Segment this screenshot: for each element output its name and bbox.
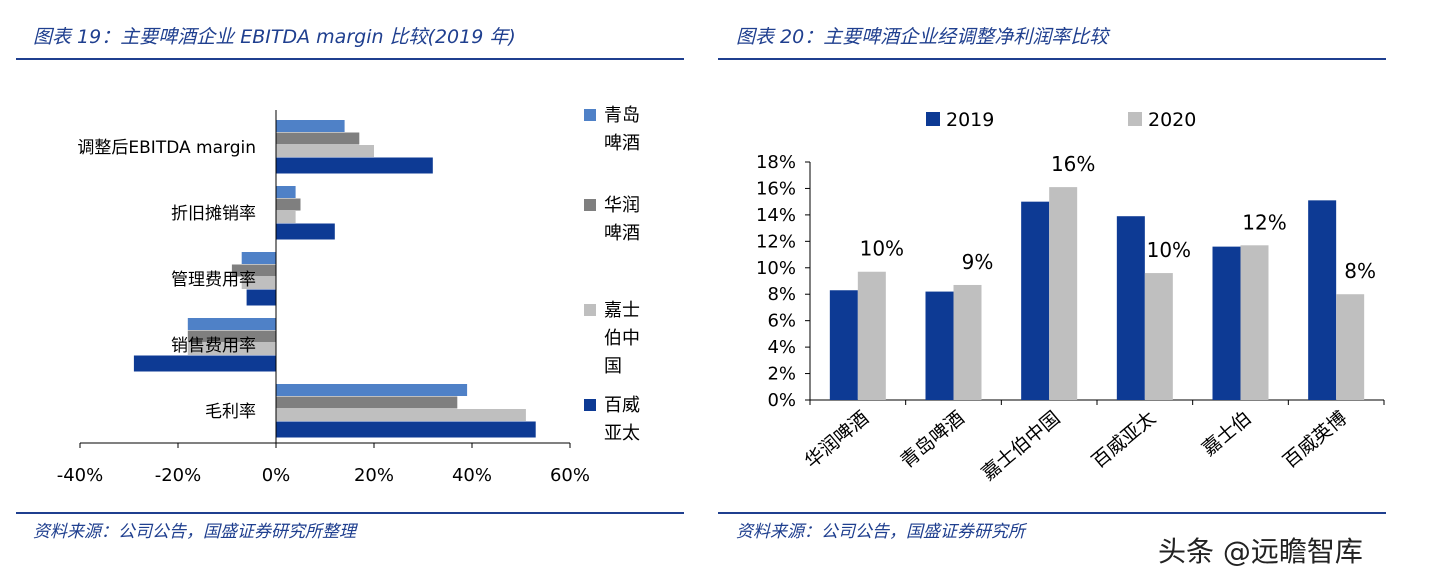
category-label: 嘉士伯中国 — [977, 407, 1064, 485]
right-title-rule — [718, 58, 1386, 60]
data-label: 8% — [1344, 259, 1376, 283]
right-source-rule — [718, 512, 1386, 514]
legend-swatch — [584, 109, 596, 121]
left-chart-title: 图表 19：主要啤酒企业 EBITDA margin 比较(2019 年) — [33, 26, 516, 48]
bar — [953, 284, 982, 400]
left-source-rule — [16, 512, 684, 514]
bar — [276, 120, 345, 132]
category-label: 折旧摊销率 — [171, 204, 256, 224]
legend-swatch — [584, 304, 596, 316]
bar — [133, 355, 276, 372]
bar — [276, 132, 360, 145]
category-label: 华润啤酒 — [801, 407, 873, 473]
y-tick-label: 2% — [767, 364, 796, 385]
right-chart-title: 图表 20：主要啤酒企业经调整净利润率比较 — [736, 26, 1109, 48]
legend-swatch — [1128, 112, 1142, 126]
x-tick-label: -40% — [57, 465, 104, 486]
bar — [187, 343, 276, 355]
bar — [276, 384, 468, 396]
y-tick-label: 6% — [767, 311, 796, 332]
data-label: 16% — [1051, 152, 1095, 176]
bar — [241, 277, 276, 289]
data-label: 10% — [1147, 238, 1191, 262]
bar — [1049, 187, 1078, 400]
y-tick-label: 10% — [756, 258, 796, 279]
y-tick-label: 4% — [767, 337, 796, 358]
bar — [187, 318, 276, 330]
bar — [231, 264, 276, 277]
bar — [1144, 273, 1173, 400]
legend-label: 青岛啤酒 — [604, 105, 640, 154]
right-bar-chart: 0% 2% 4% 6% 8% 10% 12% 14% 16% 18% 10% 华润啤酒 9% 青岛啤酒 16… — [756, 109, 1385, 485]
left-source-note: 资料来源：公司公告，国盛证券研究所整理 — [33, 522, 356, 542]
legend-label: 嘉士伯中国 — [604, 300, 640, 377]
bar — [829, 290, 858, 400]
bar — [1308, 200, 1337, 400]
category-label: 嘉士伯 — [1198, 407, 1256, 461]
y-tick-label: 0% — [767, 390, 796, 411]
legend-label: 华润啤酒 — [604, 195, 640, 244]
x-tick-label: 40% — [452, 465, 492, 486]
bar — [246, 289, 276, 306]
bar — [276, 198, 301, 211]
x-tick-label: -20% — [155, 465, 202, 486]
bar — [187, 330, 276, 343]
y-tick-label: 18% — [756, 152, 796, 173]
data-label: 9% — [962, 250, 994, 274]
y-tick-label: 12% — [756, 231, 796, 252]
legend-label: 2020 — [1148, 109, 1196, 131]
bar — [1336, 294, 1365, 400]
bar — [276, 396, 458, 409]
category-label: 销售费用率 — [171, 336, 256, 356]
category-label: 管理费用率 — [171, 270, 256, 290]
bar — [1021, 201, 1050, 400]
bar — [276, 421, 536, 438]
x-tick-label: 0% — [262, 465, 291, 486]
bar — [276, 211, 296, 223]
bar — [276, 186, 296, 198]
bar — [857, 271, 886, 400]
x-tick-label: 60% — [550, 465, 590, 486]
category-label: 调整后EBITDA margin — [77, 138, 256, 158]
bar — [276, 223, 335, 240]
y-tick-label: 8% — [767, 284, 796, 305]
bar — [276, 145, 374, 157]
category-label: 百威亚太 — [1088, 407, 1160, 473]
legend-swatch — [926, 112, 940, 126]
data-label: 10% — [860, 237, 904, 261]
left-title-rule — [16, 58, 684, 60]
x-tick-label: 20% — [354, 465, 394, 486]
y-tick-label: 14% — [756, 205, 796, 226]
bar — [276, 157, 433, 174]
data-label: 12% — [1242, 210, 1286, 234]
bar — [1116, 216, 1145, 400]
category-label: 百威英博 — [1279, 407, 1351, 473]
watermark: 头条 @远瞻智库 — [1158, 535, 1363, 568]
legend-swatch — [584, 399, 596, 411]
category-label: 毛利率 — [205, 402, 256, 422]
legend-swatch — [584, 199, 596, 211]
category-label: 青岛啤酒 — [896, 407, 968, 473]
right-source-note: 资料来源：公司公告，国盛证券研究所 — [736, 522, 1025, 542]
legend-label: 2019 — [946, 109, 994, 131]
bar — [276, 409, 526, 421]
bar — [925, 291, 954, 400]
bar — [241, 252, 276, 264]
legend-label: 百威亚太 — [604, 395, 640, 444]
y-tick-label: 16% — [756, 178, 796, 199]
bar — [1212, 246, 1241, 400]
bar — [1240, 245, 1269, 400]
